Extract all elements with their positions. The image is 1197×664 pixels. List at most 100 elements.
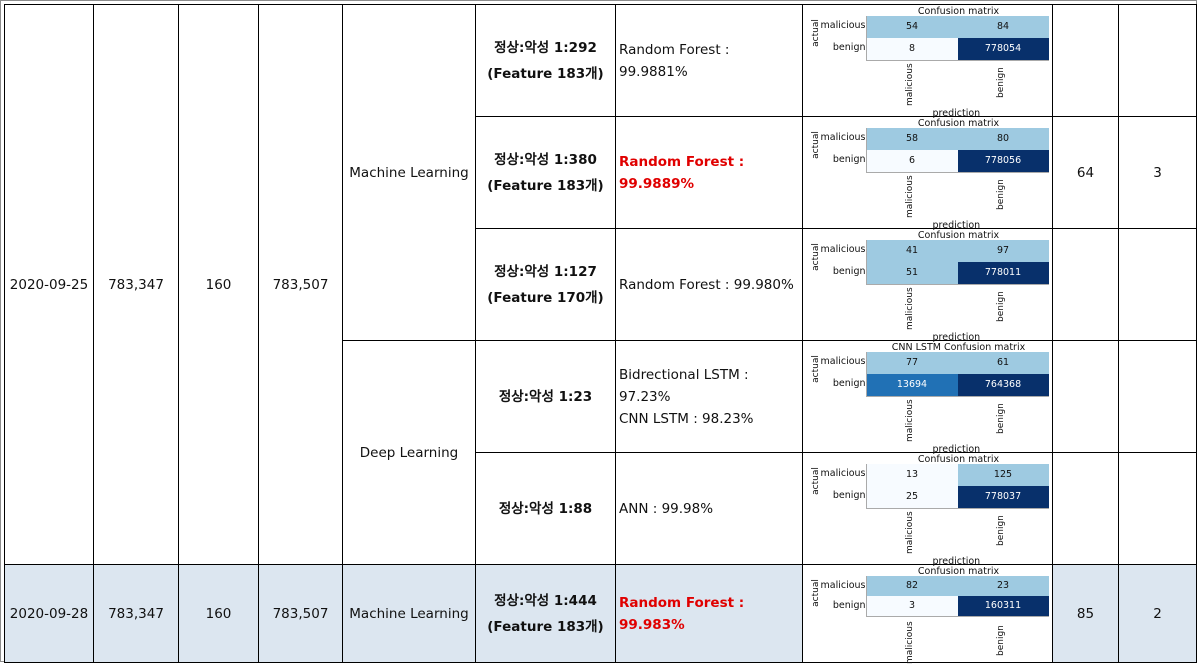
cm-title: Confusion matrix xyxy=(917,5,1000,17)
cm-axis xyxy=(865,171,1049,173)
cm-cell: 54 xyxy=(866,15,958,38)
cm-actual-label: actual xyxy=(810,354,821,383)
extra-cell-a xyxy=(1052,340,1119,453)
cm-axis xyxy=(865,575,867,617)
cm-axis xyxy=(865,615,1049,617)
table-row: 2020-09-28 783,347 160 783,507 Machine L… xyxy=(4,564,1197,664)
extra-cell-a: 64 xyxy=(1052,116,1119,229)
cm-row-label: benign xyxy=(832,599,866,611)
cm-cell: 3 xyxy=(866,595,958,616)
malicious-count-cell: 160 xyxy=(178,4,259,565)
total-count-cell: 783,507 xyxy=(258,564,343,663)
accuracy-cell: Random Forest : 99.983% xyxy=(615,564,803,663)
accuracy-cell: Random Forest : 99.9881% xyxy=(615,4,803,117)
cm-axis xyxy=(865,239,867,285)
confusion-matrix-cell: Confusion matrix actual malicious benign 58 8… xyxy=(802,116,1053,231)
cm-actual-label: actual xyxy=(810,242,821,271)
cm-cell: 97 xyxy=(957,239,1049,262)
table-row: Deep Learning 정상:악성 1:23 Bidrectional LS… xyxy=(5,340,1197,565)
malicious-count-cell: 160 xyxy=(178,564,259,663)
cm-title: Confusion matrix xyxy=(917,229,1000,241)
cm-row-label: malicious xyxy=(820,131,866,143)
cm-axis xyxy=(865,15,867,61)
cm-cell: 41 xyxy=(866,239,958,262)
method-cell: Machine Learning xyxy=(342,4,476,341)
cm-cell: 13694 xyxy=(866,373,958,396)
cm-col-label: benign xyxy=(995,66,1006,98)
ratio-cell: 정상:악성 1:380 (Feature 183개) xyxy=(475,116,616,229)
normal-count-cell: 783,347 xyxy=(93,564,179,663)
cm-axis xyxy=(865,395,1049,397)
cm-prediction-label: prediction xyxy=(932,555,981,567)
cm-row-label: benign xyxy=(832,41,866,53)
cm-actual-label: actual xyxy=(810,466,821,495)
cm-prediction-label: prediction xyxy=(932,443,981,455)
extra-cell-b: 3 xyxy=(1118,116,1197,229)
cm-axis xyxy=(865,507,1049,509)
cm-col-label: malicious xyxy=(904,174,915,218)
cm-cell: 125 xyxy=(957,463,1049,486)
cm-cell: 80 xyxy=(957,127,1049,150)
cm-title: Confusion matrix xyxy=(917,565,1000,577)
table-row: 정상:악성 1:380 (Feature 183개) Random Forest … xyxy=(5,116,1197,231)
cm-col-label: benign xyxy=(995,178,1006,210)
cm-cell: 82 xyxy=(866,575,958,596)
table-row: 2020-09-25 783,347 160 783,507 Machine L… xyxy=(4,4,1197,565)
total-count-cell: 783,507 xyxy=(258,4,343,565)
confusion-matrix-cell: Confusion matrix actual malicious benign 41 9… xyxy=(802,228,1053,343)
method-cell: Machine Learning xyxy=(342,564,476,663)
extra-cell-b xyxy=(1118,452,1197,565)
cm-cell: 13 xyxy=(866,463,958,486)
cm-axis xyxy=(865,59,1049,61)
cm-cell: 778054 xyxy=(957,37,1049,60)
cm-col-label: malicious xyxy=(904,286,915,330)
accuracy-cell: Random Forest : 99.9889% xyxy=(615,116,803,229)
cm-axis xyxy=(865,463,867,509)
confusion-matrix: Confusion matrix actual malicious benign 41 9… xyxy=(805,229,1051,343)
confusion-matrix: CNN LSTM Confusion matrix actual malicious… xyxy=(805,342,1051,455)
extra-cell-b xyxy=(1118,340,1197,453)
date-cell: 2020-09-28 xyxy=(4,564,94,663)
accuracy-cell: Bidrectional LSTM : 97.23% CNN LSTM : 98.… xyxy=(615,340,803,453)
cm-cell: 77 xyxy=(866,351,958,374)
cm-cell: 764368 xyxy=(957,373,1049,396)
cm-prediction-label: prediction xyxy=(932,107,981,119)
cm-cell: 778011 xyxy=(957,261,1049,284)
cm-cell: 58 xyxy=(866,127,958,150)
cm-actual-label: actual xyxy=(810,130,821,159)
extra-cell-b xyxy=(1118,228,1197,341)
accuracy-cell: ANN : 99.98% xyxy=(615,452,803,565)
cm-cell: 61 xyxy=(957,351,1049,374)
cm-cell: 25 xyxy=(866,485,958,508)
extra-cell-a xyxy=(1052,228,1119,341)
cm-row-label: malicious xyxy=(820,467,866,479)
confusion-matrix: Confusion matrix actual malicious benign 13 1… xyxy=(805,454,1051,567)
table-row: 정상:악성 1:127 (Feature 170개) Random Forest … xyxy=(5,228,1197,343)
ratio-cell: 정상:악성 1:127 (Feature 170개) xyxy=(475,228,616,341)
cm-cell: 778037 xyxy=(957,485,1049,508)
normal-count-cell: 783,347 xyxy=(93,4,179,565)
cm-row-label: benign xyxy=(832,377,866,389)
extra-cell-b xyxy=(1118,4,1197,117)
confusion-matrix-cell: Confusion matrix actual malicious benign 82 2… xyxy=(802,564,1053,664)
accuracy-cell: Random Forest : 99.980% xyxy=(615,228,803,341)
cm-col-label: benign xyxy=(995,624,1006,656)
ratio-cell: 정상:악성 1:444 (Feature 183개) xyxy=(475,564,616,663)
cm-row-label: malicious xyxy=(820,579,866,591)
extra-cell-a xyxy=(1052,4,1119,117)
cm-row-label: benign xyxy=(832,265,866,277)
extra-cell-a: 85 xyxy=(1052,564,1119,663)
cm-col-label: malicious xyxy=(904,62,915,106)
cm-cell: 160311 xyxy=(957,595,1049,616)
cm-row-label: malicious xyxy=(820,355,866,367)
cm-row-label: malicious xyxy=(820,243,866,255)
cm-col-label: malicious xyxy=(904,398,915,442)
cm-axis xyxy=(865,127,867,173)
cm-axis xyxy=(865,351,867,397)
extra-cell-b: 2 xyxy=(1118,564,1197,663)
cm-col-label: malicious xyxy=(904,510,915,554)
cm-col-label: benign xyxy=(995,290,1006,322)
date-cell: 2020-09-25 xyxy=(4,4,94,565)
cm-row-label: benign xyxy=(832,489,866,501)
cm-axis xyxy=(865,283,1049,285)
